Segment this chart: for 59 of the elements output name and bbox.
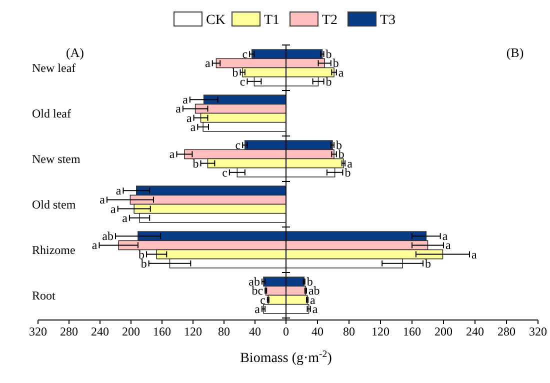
data-label: a	[110, 202, 116, 216]
legend-label: T2	[322, 13, 338, 28]
x-tick-label: 160	[403, 324, 421, 339]
y-tick-label: Root	[32, 288, 56, 302]
data-label: b	[326, 74, 332, 88]
y-tick-label: Rhizome	[32, 242, 76, 257]
x-tick-label: 320	[529, 324, 547, 339]
data-label: b	[192, 156, 199, 170]
data-label: c	[222, 165, 228, 180]
data-label: c	[240, 74, 246, 88]
x-tick-label: 40	[249, 324, 261, 339]
y-tick-label: New leaf	[32, 60, 76, 75]
data-label: a	[254, 302, 261, 316]
data-label: a	[182, 92, 189, 107]
y-tick-label: Old stem	[32, 197, 76, 212]
data-label: b	[326, 47, 332, 62]
data-label: a	[442, 229, 448, 244]
legend-label: T1	[264, 13, 280, 28]
data-label: b	[232, 65, 238, 80]
x-tick-label: 240	[91, 324, 109, 339]
data-label: a	[186, 110, 192, 125]
data-label: c	[260, 292, 266, 307]
chart-title: (B)	[506, 45, 524, 60]
data-label: a	[338, 65, 344, 80]
x-tick-label: 200	[122, 324, 140, 339]
data-label: a	[190, 120, 196, 134]
x-tick-label: 280	[60, 324, 78, 339]
data-label: a	[347, 156, 354, 170]
x-tick-label: 120	[184, 324, 202, 339]
data-label: c	[242, 47, 248, 62]
legend-label: CK	[206, 13, 226, 28]
x-tick-label: 80	[218, 324, 230, 339]
data-label: b	[306, 274, 313, 289]
x-tick-label: 240	[466, 324, 484, 339]
data-label: a	[205, 56, 212, 70]
data-label: c	[235, 138, 241, 152]
y-tick-label: Old leaf	[32, 106, 71, 120]
x-tick-label: 0	[283, 324, 289, 339]
y-tick-label: New stem	[32, 152, 81, 166]
x-tick-label: 120	[372, 324, 390, 339]
x-axis-title: Biomass (g·m$^{-2}$)	[240, 348, 332, 366]
data-label: b	[332, 56, 339, 70]
data-label: ab	[102, 229, 114, 244]
chart-title: (A)	[66, 45, 84, 60]
data-label: a	[92, 238, 98, 252]
data-label: a	[122, 210, 128, 225]
data-label: a	[176, 102, 182, 116]
x-tick-label: 40	[312, 324, 324, 339]
x-tick-label: 80	[343, 324, 355, 339]
data-label: b	[425, 256, 432, 270]
x-tick-label: 200	[434, 324, 452, 339]
data-label: a	[116, 184, 122, 198]
x-tick-label: 160	[153, 324, 171, 339]
x-tick-label: 320	[29, 324, 47, 339]
legend-label: T3	[380, 13, 396, 28]
data-label: a	[169, 147, 176, 162]
data-label: a	[471, 247, 478, 262]
data-label: a	[100, 192, 106, 207]
x-tick-label: 280	[498, 324, 516, 339]
